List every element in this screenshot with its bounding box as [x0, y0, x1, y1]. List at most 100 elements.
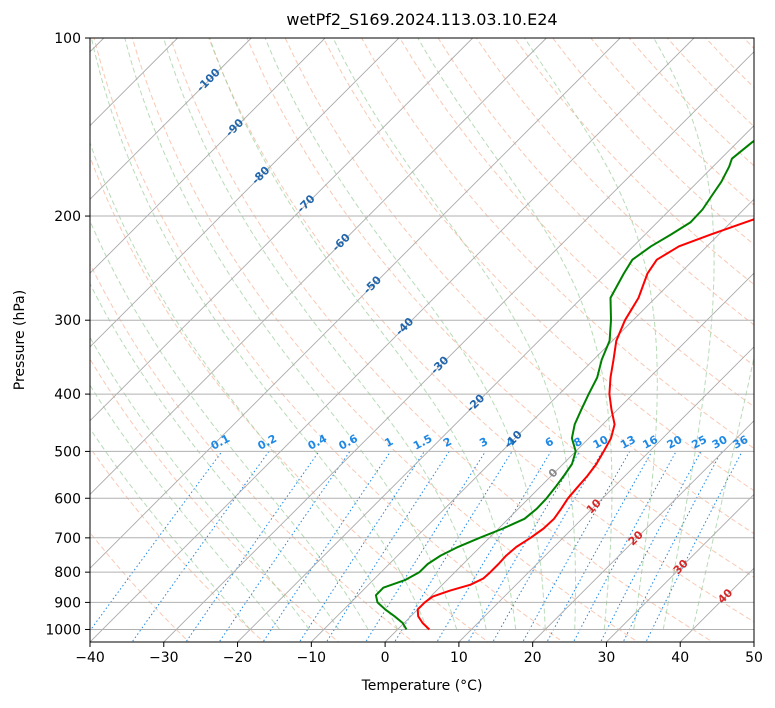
mixing-ratio-label: 1.5 [411, 432, 434, 453]
y-axis: 100 200 300 400 500 600 700 800 900 1000 [45, 31, 90, 638]
mixing-ratio-label: 1 [383, 435, 396, 450]
mixing-ratio-line [546, 451, 653, 642]
dry-adiabat-line [322, 38, 754, 492]
x-tick-label: −30 [149, 650, 179, 666]
dry-adiabats [90, 38, 754, 642]
isotherm-label: 40 [715, 586, 735, 606]
x-tick-label: 50 [745, 650, 763, 666]
x-tick-label: 20 [524, 650, 542, 666]
isotherm-line [753, 641, 754, 642]
isotherm-label: -20 [464, 391, 487, 414]
moist-adiabat-line [90, 336, 310, 630]
moist-adiabat-line [653, 38, 715, 630]
dry-adiabat-line [628, 38, 754, 167]
x-tick-label: 10 [450, 650, 468, 666]
dry-adiabat-line [552, 38, 754, 246]
y-tick-label: 1000 [45, 622, 81, 638]
dry-adiabat-line [90, 357, 340, 642]
plot-content: 0.1 0.2 0.4 0.6 1 1.5 2 3 4 6 8 10 13 16 20 25 30 36-100-… [90, 38, 754, 642]
moist-adiabat-line [264, 38, 546, 630]
isotherm-line [90, 38, 178, 127]
isotherm-line [384, 272, 754, 642]
isotherm-line [90, 38, 326, 274]
mixing-ratio-label: 36 [731, 433, 751, 452]
isotherm-line [90, 38, 105, 53]
isotherm-line [458, 346, 754, 642]
moist-adiabat-line [90, 141, 399, 630]
moist-adiabat-line [524, 38, 658, 630]
mixing-ratio-label: 20 [665, 433, 685, 452]
moist-adiabat-line [90, 282, 340, 630]
mixing-ratio-line [394, 451, 513, 642]
moist-adiabat-line [417, 38, 613, 630]
isotherms [90, 38, 754, 642]
dry-adiabat-line [399, 38, 754, 408]
mixing-ratio-label: 6 [543, 435, 556, 450]
moist-adiabat-line [209, 38, 517, 630]
isotherm-label: -100 [194, 66, 223, 95]
dry-adiabat-line [361, 38, 754, 449]
y-tick-label: 900 [54, 595, 81, 611]
temperature-profile-line [416, 218, 754, 631]
x-tick-label: 30 [598, 650, 616, 666]
x-axis: −40 −30 −20 −10 0 10 20 30 40 50 [75, 642, 763, 666]
mixing-ratio-label: 0.1 [209, 432, 232, 453]
dry-adiabat-line [131, 38, 639, 642]
mixing-ratio-line [262, 451, 392, 642]
isotherm-label: -40 [393, 315, 416, 338]
isotherm-line [163, 51, 754, 642]
y-tick-label: 200 [54, 209, 81, 225]
isotherm-line [237, 124, 754, 642]
isotherm-line [679, 567, 754, 642]
moist-adiabats [90, 38, 754, 630]
isotherm-line [90, 38, 400, 348]
dry-adiabat-line [284, 38, 754, 535]
isotherm-label: -50 [361, 273, 384, 296]
mixing-ratio-line [325, 451, 450, 642]
x-tick-label: −10 [297, 650, 327, 666]
isotherm-line [90, 38, 252, 200]
dewpoint-profile-line [374, 139, 754, 631]
dry-adiabat-line [743, 38, 754, 50]
isotherm-label: -80 [249, 164, 272, 187]
dry-adiabat-line [208, 38, 754, 623]
mixing-ratio-line [218, 451, 351, 642]
dry-adiabat-line [666, 38, 754, 128]
dry-adiabat-line [705, 38, 754, 89]
mixing-ratio-line [645, 451, 743, 642]
isotherm-line [606, 493, 754, 642]
x-tick-label: 40 [671, 650, 689, 666]
dry-adiabat-line [475, 38, 754, 326]
isotherm-line [310, 198, 754, 642]
mixing-ratio-label: 13 [618, 433, 638, 452]
sounding-series [374, 139, 754, 631]
x-axis-label: Temperature (°C) [361, 678, 483, 694]
mixing-ratio-label: 0.4 [306, 432, 330, 453]
mixing-ratio-line [131, 451, 270, 642]
moist-adiabat-line [91, 38, 428, 630]
isotherm-label: -70 [294, 192, 317, 215]
y-tick-label: 800 [54, 565, 81, 581]
mixing-ratio-label: 25 [689, 433, 709, 452]
isotherm-line [90, 38, 695, 642]
mixing-ratio-line [185, 451, 320, 642]
mixing-ratio-line [600, 451, 702, 642]
y-tick-label: 100 [54, 31, 81, 47]
moist-adiabat-line [124, 38, 458, 630]
y-tick-label: 300 [54, 313, 81, 329]
chart-title: wetPf2_S169.2024.113.03.10.E24 [286, 10, 558, 29]
mixing-ratio-label: 16 [640, 433, 660, 452]
moist-adiabat-line [692, 355, 754, 630]
dry-adiabat-line [590, 38, 754, 206]
dry-adiabat-line [90, 155, 490, 642]
dry-adiabat-line [514, 38, 754, 286]
x-tick-label: 0 [381, 650, 390, 666]
mixing-ratio-line [522, 451, 631, 642]
moist-adiabat-line [163, 38, 487, 630]
mixing-ratio-line [572, 451, 677, 642]
isotherm-label: 10 [584, 496, 604, 516]
x-tick-label: −20 [223, 650, 253, 666]
